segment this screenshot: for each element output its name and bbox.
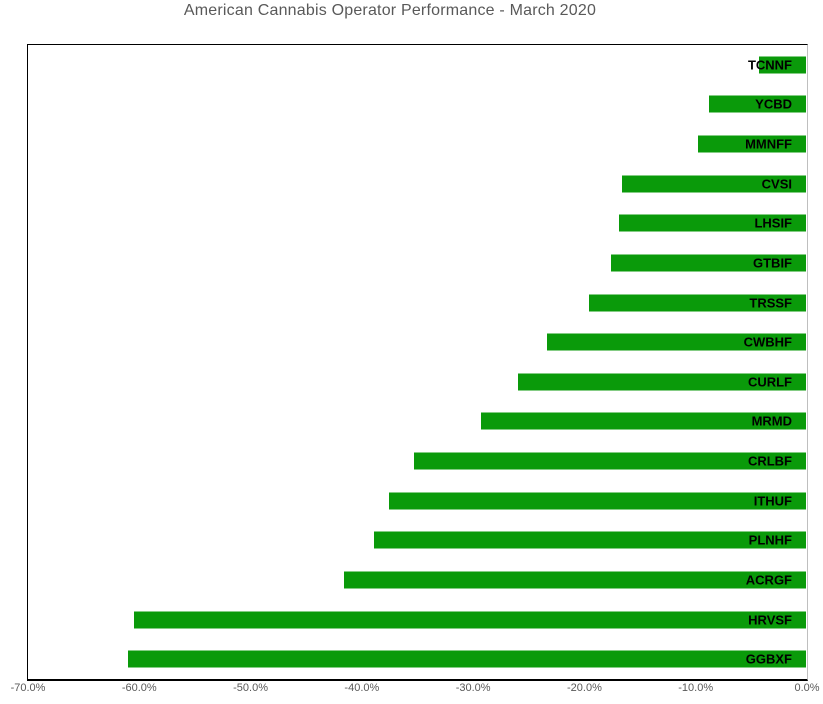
x-tick-label: -10.0% bbox=[678, 682, 714, 694]
bar-row-gtbif: GTBIF bbox=[28, 243, 807, 283]
bar-row-trssf: TRSSF bbox=[28, 283, 807, 323]
bar-row-mrmd: MRMD bbox=[28, 402, 807, 442]
bar-lhsif bbox=[619, 214, 806, 232]
bar-label-trssf: TRSSF bbox=[749, 295, 792, 311]
bar-label-gtbif: GTBIF bbox=[753, 255, 792, 271]
bar-tcnnf bbox=[759, 56, 806, 74]
bar-trssf bbox=[589, 294, 806, 312]
bar-label-mmnff: MMNFF bbox=[745, 136, 792, 152]
x-tick-label: -20.0% bbox=[566, 682, 602, 694]
bar-row-cvsi: CVSI bbox=[28, 164, 807, 204]
x-tick-label: -40.0% bbox=[344, 682, 380, 694]
bar-plnhf bbox=[374, 531, 806, 549]
bar-label-ggbxf: GGBXF bbox=[745, 651, 792, 667]
bar-label-lhsif: LHSIF bbox=[754, 215, 792, 231]
x-axis: -70.0% -60.0% -50.0% -40.0% -30.0% -20.0% -10.… bbox=[11, 682, 820, 698]
bar-ycbd bbox=[709, 95, 806, 113]
bar-curlf bbox=[517, 373, 806, 391]
bar-row-hrvsf: HRVSF bbox=[28, 600, 807, 640]
bar-ggbxf bbox=[128, 650, 806, 668]
bar-label-ycbd: YCBD bbox=[755, 96, 792, 112]
bar-row-ggbxf: GGBXF bbox=[28, 639, 807, 679]
bar-ithuf bbox=[388, 492, 806, 510]
chart-title: American Cannabis Operator Performance -… bbox=[183, 2, 597, 19]
x-tick-label: -50.0% bbox=[233, 682, 268, 694]
bar-label-cwbhf: CWBHF bbox=[743, 334, 792, 350]
bar-acrgf bbox=[344, 571, 806, 589]
bar-label-hrvsf: HRVSF bbox=[748, 612, 792, 628]
bar-row-cwbhf: CWBHF bbox=[28, 322, 807, 362]
bar-gtbif bbox=[611, 254, 806, 272]
bar-cvsi bbox=[622, 175, 806, 193]
bar-row-acrgf: ACRGF bbox=[28, 560, 807, 600]
x-tick-label: -60.0% bbox=[121, 682, 157, 694]
x-tick-label: -70.0% bbox=[10, 682, 46, 694]
bar-mmnff bbox=[698, 135, 806, 153]
bar-row-mmnff: MMNFF bbox=[28, 124, 807, 164]
bar-row-plnhf: PLNHF bbox=[28, 521, 807, 561]
bar-cwbhf bbox=[546, 333, 806, 351]
bar-label-curlf: CURLF bbox=[747, 374, 792, 390]
bar-label-crlbf: CRLBF bbox=[747, 453, 792, 469]
bar-label-acrgf: ACRGF bbox=[745, 572, 792, 588]
plot-area: TCNNF YCBD MMNFF CVSI LHSIF GTBIF TRSSF CWBHF CU… bbox=[27, 44, 808, 681]
bar-row-lhsif: LHSIF bbox=[28, 204, 807, 244]
bar-row-curlf: CURLF bbox=[28, 362, 807, 402]
bar-mrmd bbox=[481, 412, 806, 430]
bar-row-tcnnf: TCNNF bbox=[28, 45, 807, 85]
bar-label-ithuf: ITHUF bbox=[753, 493, 792, 509]
x-tick-label: 0.0% bbox=[794, 682, 820, 694]
x-tick-label: -30.0% bbox=[455, 682, 491, 694]
bar-row-ycbd: YCBD bbox=[28, 85, 807, 125]
bar-label-mrmd: MRMD bbox=[751, 413, 792, 429]
bar-row-crlbf: CRLBF bbox=[28, 441, 807, 481]
bar-row-ithuf: ITHUF bbox=[28, 481, 807, 521]
bar-label-tcnnf: TCNNF bbox=[747, 57, 792, 73]
bar-label-cvsi: CVSI bbox=[761, 176, 792, 192]
bar-crlbf bbox=[414, 452, 806, 470]
bar-label-plnhf: PLNHF bbox=[748, 532, 792, 548]
bar-hrvsf bbox=[133, 611, 806, 629]
